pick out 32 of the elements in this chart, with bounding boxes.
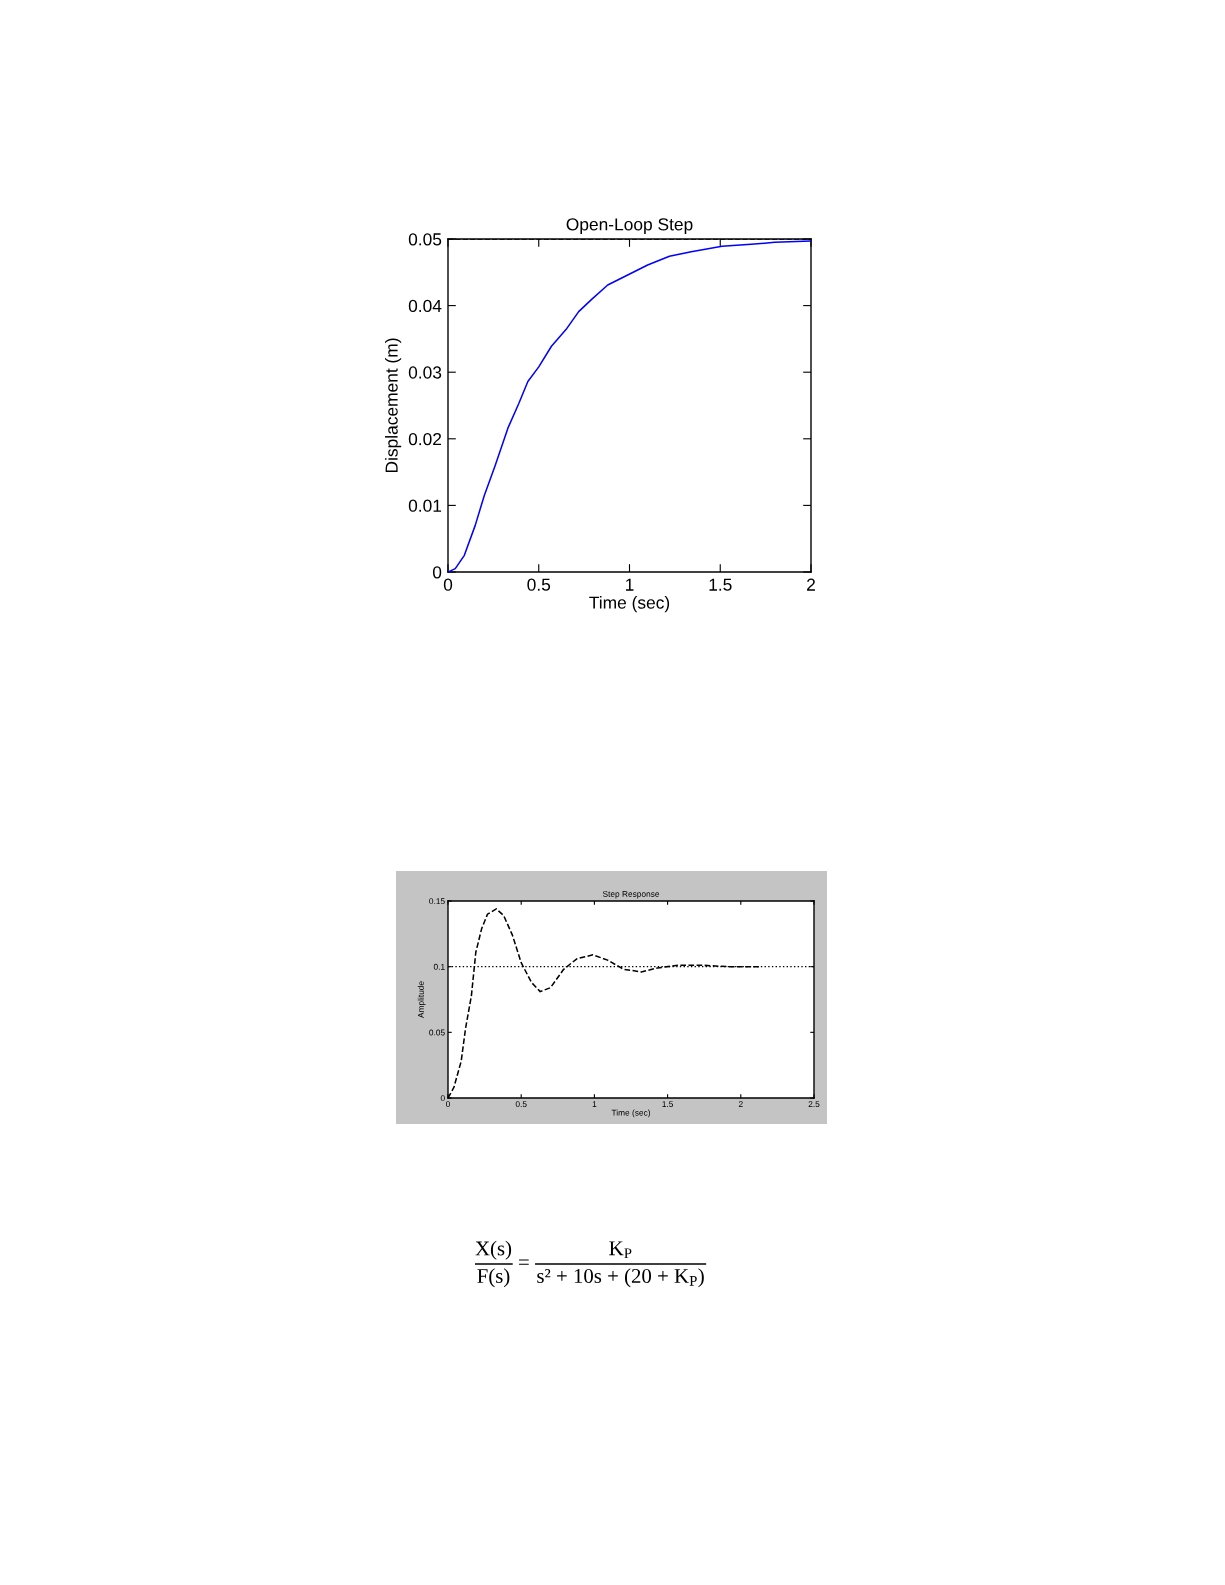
y-tick-label: 0: [440, 1095, 445, 1102]
x-tick-label: 0: [446, 1101, 450, 1108]
y-tick-label: 0.05: [408, 233, 442, 246]
x-tick-label: 2.5: [808, 1101, 820, 1108]
y-tick-label: 0.02: [408, 432, 442, 446]
text: s² + 10s + (20 + K$_{P}$): [537, 1268, 704, 1288]
text: K$_{P}$: [609, 1241, 632, 1259]
x-tick-label: 1.5: [709, 578, 732, 591]
text: =: [519, 1259, 529, 1265]
text: X(s): [475, 1240, 512, 1260]
x-tick-label: 2: [738, 1101, 743, 1107]
x-tick-label: 0.5: [527, 578, 551, 591]
y-axis-title: Amplitude: [417, 981, 426, 1019]
chart-title: Open-Loop Step: [566, 218, 693, 234]
x-axis-title: Time (sec): [589, 596, 670, 613]
text: F(s): [477, 1268, 510, 1288]
chart-title: Step Response: [602, 891, 660, 899]
y-axis-title: Displacement (m): [385, 338, 402, 473]
x-tick-label: 2: [807, 578, 815, 591]
y-tick-label: 0.01: [408, 499, 442, 512]
x-tick-label: 0.5: [515, 1101, 527, 1108]
y-tick-label: 0.05: [429, 1029, 445, 1036]
x-tick-label: 1.5: [662, 1101, 674, 1108]
y-tick-label: 0.1: [433, 963, 445, 970]
y-tick-label: 0.04: [408, 299, 442, 313]
x-tick-label: 1: [626, 578, 634, 591]
y-tick-label: 0.15: [429, 898, 445, 905]
x-tick-label: 1: [592, 1101, 597, 1107]
x-axis-title: Time (sec): [611, 1109, 650, 1118]
y-tick-label: 0: [432, 566, 442, 579]
y-tick-label: 0.03: [408, 366, 442, 379]
x-tick-label: 0: [443, 578, 453, 591]
